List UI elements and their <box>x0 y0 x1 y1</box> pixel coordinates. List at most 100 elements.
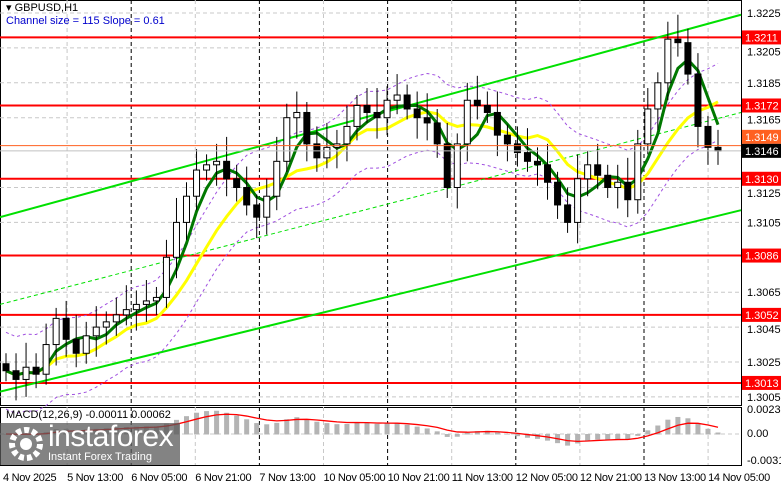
macd-histogram-bar <box>374 423 380 435</box>
x-tick-label: 4 Nov 2025 <box>3 472 56 484</box>
symbol-title: ▾ GBPUSD,H1 <box>6 2 79 14</box>
candle-body <box>223 160 231 180</box>
candle-body <box>544 164 552 183</box>
candle-body <box>433 122 441 145</box>
macd-histogram-bar <box>575 434 581 444</box>
macd-histogram-bar <box>224 412 230 435</box>
candle-body <box>82 335 90 354</box>
x-tick-label: 14 Nov 05:00 <box>708 472 770 484</box>
macd-histogram-bar <box>524 434 530 438</box>
candle-body <box>684 42 692 75</box>
logo-tagline: Instant Forex Trading <box>48 451 152 463</box>
level-label-bg <box>742 171 781 186</box>
candle-body <box>483 104 491 113</box>
gear-logo-icon <box>9 427 43 461</box>
candle-body <box>203 164 211 171</box>
candle-body <box>443 143 451 188</box>
candle-body <box>453 143 461 188</box>
candle-body <box>72 338 80 354</box>
candle-body <box>594 164 602 176</box>
candle-body <box>353 104 361 127</box>
macd-histogram-bar <box>514 434 520 437</box>
candle-body <box>52 317 60 346</box>
macd-histogram-bar <box>244 419 250 435</box>
channel-lower-line <box>0 209 742 393</box>
candle-body <box>614 181 622 188</box>
macd-label: MACD(12,26,9) -0.00011 0.00062 <box>6 409 171 421</box>
level-label-bg <box>742 98 781 113</box>
macd-histogram-bar <box>354 422 360 435</box>
candle-body <box>654 82 662 110</box>
candle-body <box>704 125 712 148</box>
y-tick-label: 1.3185 <box>747 78 781 90</box>
macd-histogram-bar <box>214 410 220 435</box>
macd-histogram-bar <box>645 430 651 435</box>
candle-body <box>463 99 471 145</box>
macd-histogram-bar <box>294 417 300 435</box>
macd-histogram-bar <box>284 419 290 435</box>
candle-body <box>253 204 261 218</box>
macd-histogram-bar <box>695 423 701 435</box>
macd-histogram-bar <box>595 434 601 440</box>
macd-histogram-bar <box>264 424 270 435</box>
candle-body <box>303 111 311 145</box>
macd-scale-label: 0.00 <box>747 428 768 440</box>
candle-body <box>102 321 110 328</box>
candle-body <box>644 108 652 145</box>
channel-info: Channel size = 115 Slope = 0.61 <box>6 15 165 27</box>
macd-histogram-bar <box>404 424 410 435</box>
macd-histogram-bar <box>274 422 280 435</box>
slow-moving-average <box>5 100 719 377</box>
candle-body <box>413 108 421 119</box>
macd-histogram-bar <box>434 431 440 435</box>
candle-body <box>152 296 160 302</box>
ask-label: 1.3149 <box>745 132 779 144</box>
macd-histogram-bar <box>344 423 350 435</box>
macd-histogram-bar <box>324 423 330 435</box>
macd-histogram-bar <box>304 418 310 435</box>
x-tick-label: 12 Nov 21:00 <box>580 472 642 484</box>
level-label: 1.3013 <box>745 378 779 390</box>
fast-moving-average <box>5 57 720 377</box>
macd-histogram-bar <box>454 434 460 437</box>
macd-histogram-bar <box>665 419 671 435</box>
y-tick-label: 1.3125 <box>747 188 781 200</box>
channel-upper-line <box>0 13 742 219</box>
candle-body <box>2 363 10 372</box>
x-tick-label: 7 Nov 13:00 <box>259 472 315 484</box>
chart-header: ▾ GBPUSD,H1 Channel size = 115 Slope = 0… <box>6 2 165 28</box>
macd-histogram-bar <box>565 434 571 446</box>
candle-body <box>142 300 150 305</box>
x-tick-label: 6 Nov 21:00 <box>195 472 251 484</box>
logo-brand: instaforex <box>48 420 174 453</box>
y-tick-label: 1.3205 <box>747 46 781 58</box>
y-tick-label: 1.3005 <box>747 392 781 404</box>
level-label-bg <box>742 307 781 322</box>
candle-body <box>183 195 191 223</box>
macd-histogram-bar <box>254 423 260 435</box>
y-tick-label: 1.3045 <box>747 324 781 336</box>
candle-body <box>403 94 411 110</box>
macd-histogram-bar <box>394 423 400 435</box>
macd-histogram-bar <box>625 434 631 440</box>
macd-histogram-bar <box>494 432 500 435</box>
x-tick-label: 11 Nov 13:00 <box>452 472 513 484</box>
candle-body <box>193 169 201 197</box>
candle-body <box>473 99 481 106</box>
macd-histogram-bar <box>384 423 390 435</box>
candle-body <box>634 143 642 201</box>
candle-body <box>162 256 170 298</box>
y-tick-label: 1.3065 <box>747 287 781 299</box>
candle-body <box>624 181 632 201</box>
macd-histogram-bar <box>364 422 370 435</box>
y-tick-label: 1.3105 <box>747 217 781 229</box>
candle-body <box>92 326 100 337</box>
macd-histogram-bar <box>534 434 540 439</box>
channel-middle-line <box>0 111 742 305</box>
candle-body <box>664 38 672 84</box>
y-tick-label: 1.3025 <box>747 357 781 369</box>
macd-histogram-bar <box>234 415 240 435</box>
candle-body <box>493 111 501 136</box>
candle-body <box>62 317 70 340</box>
